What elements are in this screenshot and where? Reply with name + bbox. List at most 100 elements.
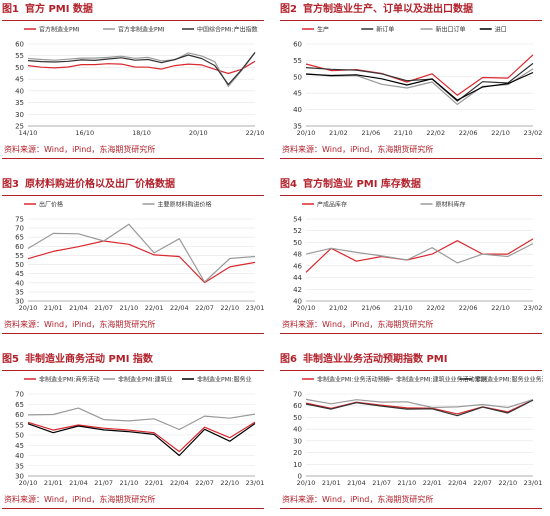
x-tick-label: 16/10 <box>75 129 94 137</box>
y-tick-label: 35 <box>15 288 24 296</box>
figure-number: 图4 <box>280 179 297 190</box>
y-tick-label: 60 <box>293 402 302 410</box>
legend-label: 出厂价格 <box>39 201 63 209</box>
x-tick-label: 18/10 <box>132 129 151 137</box>
y-tick-label: 30 <box>15 473 24 481</box>
source-note: 资料来源：Wind，iPind，东海期货研究所 <box>282 495 434 504</box>
x-tick-label: 21/07 <box>94 304 113 312</box>
x-tick-label: 22/01 <box>145 479 164 487</box>
legend-label: 中国综合PMI:产出指数 <box>197 26 258 34</box>
panel-title: 图6 非制造业业务活动预期指数 PMI <box>280 350 542 371</box>
y-tick-label: 50 <box>15 64 24 72</box>
x-tick-label: 20/10 <box>297 479 316 487</box>
legend-label: 原材料库存 <box>436 201 466 209</box>
series-line <box>305 71 534 101</box>
divider <box>280 158 542 159</box>
panel-6: 图6 非制造业业务活动预期指数 PMI 非制造业PMI:业务活动预期 非制造业PMI… <box>278 350 543 515</box>
x-tick-label: 21/06 <box>361 304 380 312</box>
y-tick-label: 70 <box>15 391 24 399</box>
y-tick-label: 40 <box>15 87 24 95</box>
panel-title: 图4 官方制造业 PMI 库存数据 <box>280 175 542 196</box>
y-tick-label: 70 <box>293 391 302 399</box>
series-line <box>305 243 534 264</box>
x-tick-label: 22/10 <box>220 304 239 312</box>
panel-4: 图4 官方制造业 PMI 库存数据 产成品库存 原材料库存 40 42 44 46 48 50 5… <box>278 175 543 340</box>
y-tick-label: 45 <box>15 270 24 278</box>
legend-label: 非制造业PMI:服务业 <box>197 376 252 384</box>
x-tick-label: 22/10 <box>246 129 265 137</box>
x-tick-label: 21/02 <box>329 129 348 137</box>
panel-1: 图1 官方 PMI 数据 官方制造业PMI 官方非制造业PMI 中国综合PMI:产出指… <box>0 0 265 165</box>
divider <box>2 158 264 159</box>
series-line <box>27 240 256 284</box>
x-tick-label: 21/01 <box>322 479 341 487</box>
figure-title: 非制造业业务活动预期指数 PMI <box>302 354 448 365</box>
x-tick-label: 20/10 <box>297 304 316 312</box>
x-tick-label: 20/10 <box>297 129 316 137</box>
figure-number: 图5 <box>2 354 19 365</box>
figure-title: 官方制造业 PMI 库存数据 <box>302 179 421 190</box>
legend: 生产 新订单 新出口订单 进口 <box>302 26 507 34</box>
y-tick-label: 55 <box>15 421 24 429</box>
x-tick-label: 22/06 <box>459 304 478 312</box>
panel-5: 图5 非制造业商务活动 PMI 指数 非制造业PMI:商务活动 非制造业PMI:建筑… <box>0 350 265 515</box>
y-tick-label: 50 <box>293 239 302 247</box>
x-tick-label: 22/10 <box>220 479 239 487</box>
y-tick-label: 0 <box>298 473 302 481</box>
legend-label: 非制造业PMI:服务业业务活动预期 <box>475 376 543 384</box>
x-tick-label: 21/02 <box>329 304 348 312</box>
x-tick-label: 23/01 <box>246 479 265 487</box>
x-tick-label: 20/10 <box>19 479 38 487</box>
x-tick-label: 20/10 <box>19 304 38 312</box>
y-tick-label: 70 <box>15 225 24 233</box>
x-tick-label: 21/07 <box>372 479 391 487</box>
y-tick-label: 50 <box>293 73 302 81</box>
series-line <box>305 62 534 102</box>
x-tick-label: 22/10 <box>491 129 510 137</box>
y-tick-label: 10 <box>293 461 302 469</box>
x-tick-label: 21/04 <box>69 479 88 487</box>
y-tick-label: 40 <box>15 279 24 287</box>
source-note: 资料来源：Wind，iPind，东海期货研究所 <box>4 495 156 504</box>
panel-2: 图2 官方制造业生产、订单以及进出口数据 生产 新订单 新出口订单 进口 35 40 45 50… <box>278 0 543 165</box>
series-line <box>27 423 256 457</box>
figure-number: 图3 <box>2 179 19 190</box>
series-line <box>305 238 534 273</box>
legend-label: 非制造业PMI:建筑业 <box>118 376 173 384</box>
y-tick-label: 50 <box>293 414 302 422</box>
y-tick-label: 60 <box>15 41 24 49</box>
x-tick-label: 20/10 <box>189 129 208 137</box>
x-tick-label: 23/01 <box>524 479 543 487</box>
x-tick-label: 22/04 <box>170 304 189 312</box>
x-tick-label: 22/07 <box>473 479 492 487</box>
figure-title: 原材料购进价格以及出厂价格数据 <box>24 179 175 190</box>
legend: 非制造业PMI:商务活动 非制造业PMI:建筑业 非制造业PMI:服务业 <box>24 376 252 384</box>
x-tick-label: 23/01 <box>246 304 265 312</box>
divider <box>2 508 264 509</box>
x-tick-label: 22/07 <box>195 304 214 312</box>
divider <box>280 508 542 509</box>
source-note: 资料来源：Wind，iPind，东海期货研究所 <box>282 320 434 329</box>
x-tick-label: 22/04 <box>170 479 189 487</box>
x-tick-label: 22/06 <box>459 129 478 137</box>
y-tick-label: 75 <box>15 216 24 224</box>
divider <box>2 333 264 334</box>
legend: 官方制造业PMI 官方非制造业PMI 中国综合PMI:产出指数 <box>24 26 258 34</box>
panel-title: 图1 官方 PMI 数据 <box>2 0 264 21</box>
legend-label: 进口 <box>495 26 507 34</box>
y-tick-label: 25 <box>15 123 24 131</box>
y-tick-label: 45 <box>15 76 24 84</box>
legend-label: 新出口订单 <box>436 26 466 34</box>
legend-label: 非制造业PMI:建筑业业务活动预期 <box>396 376 487 384</box>
divider <box>280 333 542 334</box>
series-line <box>305 399 534 415</box>
y-tick-label: 65 <box>15 234 24 242</box>
legend-label: 官方制造业PMI <box>39 26 80 34</box>
chart-svg: 产成品库存 原材料库存 40 42 44 46 48 50 52 54 20/10 21/02 21/0… <box>293 201 542 313</box>
y-tick-label: 30 <box>15 298 24 306</box>
series-line <box>27 52 256 86</box>
legend-label: 主要原材料购进价格 <box>158 201 212 209</box>
legend-label: 非制造业PMI:业务活动预期 <box>317 376 390 384</box>
figure-title: 非制造业商务活动 PMI 指数 <box>24 354 153 365</box>
